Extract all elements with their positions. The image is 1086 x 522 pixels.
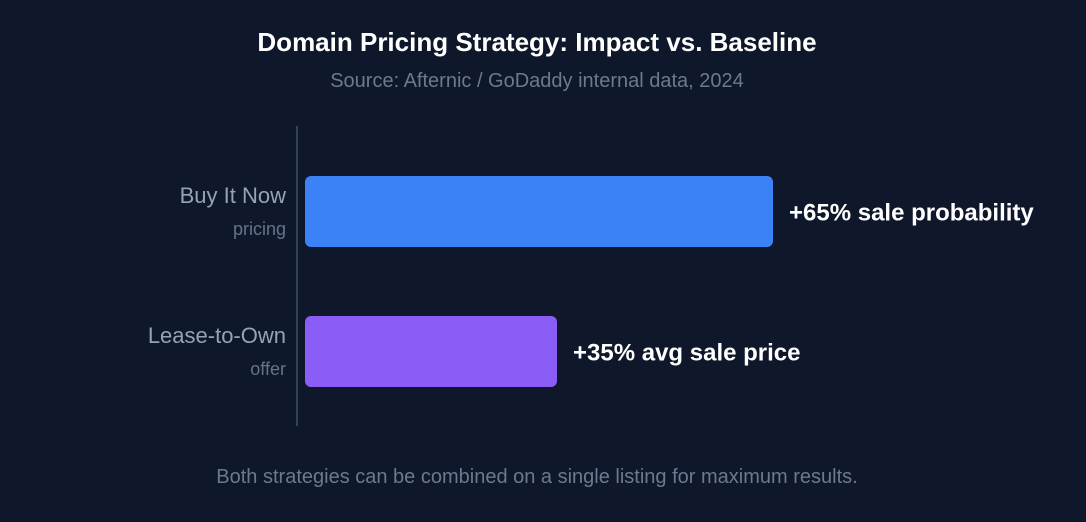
bar-1 — [305, 316, 557, 387]
chart-subtitle: Source: Afternic / GoDaddy internal data… — [330, 70, 744, 92]
bar-0 — [305, 176, 773, 247]
category-sublabel-0: pricing — [233, 219, 286, 239]
chart-title: Domain Pricing Strategy: Impact vs. Base… — [257, 27, 817, 57]
bar-value-label-0: +65% sale probability — [789, 200, 1034, 227]
chart-footnote: Both strategies can be combined on a sin… — [216, 466, 858, 488]
category-label-1: Lease-to-Own — [148, 323, 286, 348]
bar-value-label-1: +35% avg sale price — [573, 340, 800, 367]
category-label-0: Buy It Now — [180, 183, 286, 208]
category-sublabel-1: offer — [250, 359, 286, 379]
bars-group: +65% sale probability Buy It Now pricing +3… — [148, 176, 1034, 387]
